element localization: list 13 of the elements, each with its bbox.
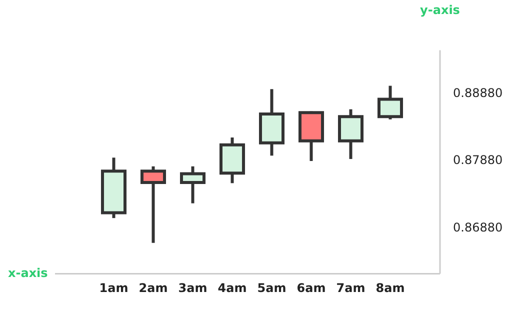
y-tick-label: 0.86880 [453, 220, 503, 234]
x-tick-label: 7am [336, 281, 366, 296]
x-tick-label: 2am [138, 281, 168, 296]
y-axis-title: y-axis [420, 3, 460, 18]
x-tick-label: 8am [376, 281, 405, 296]
x-tick-label: 3am [178, 281, 208, 296]
y-tick-label: 0.88880 [453, 86, 503, 100]
x-tick-label: 5am [257, 281, 286, 296]
x-axis-title: x-axis [8, 266, 48, 280]
x-tick-label: 6am [296, 281, 326, 296]
y-tick-label: 0.87880 [453, 153, 503, 168]
x-tick-label: 1am [99, 281, 128, 296]
x-tick-label: 4am [218, 281, 247, 296]
